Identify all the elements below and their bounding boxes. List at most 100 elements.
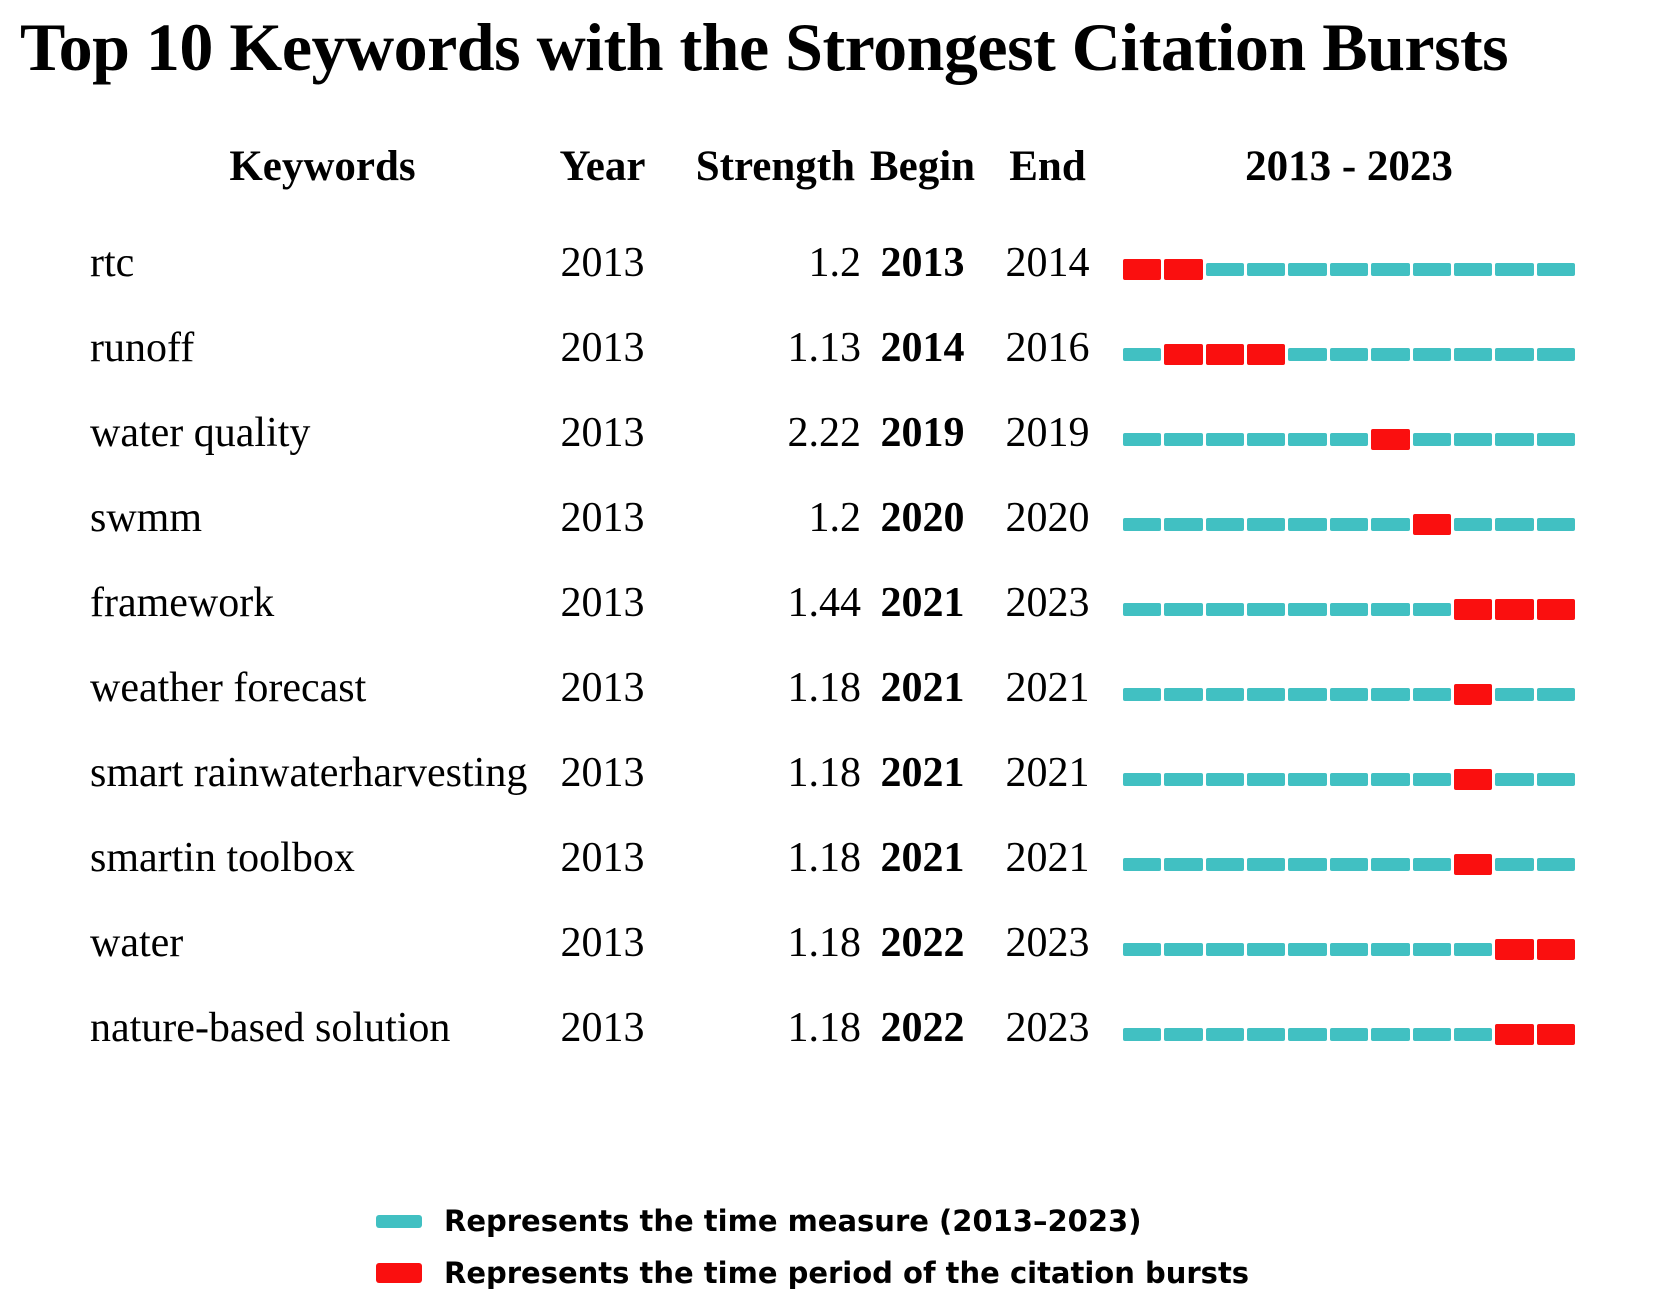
burst-segment [1536, 599, 1575, 620]
timeline-segment [1123, 603, 1162, 616]
timeline-segment [1495, 518, 1534, 531]
keyword-cell: framework [90, 579, 275, 626]
timeline-segment [1329, 773, 1369, 786]
year-cell: 2013 [560, 749, 645, 796]
timeline-cell [1115, 422, 1575, 450]
year-cell: 2013 [560, 834, 645, 881]
timeline-segment [1288, 263, 1327, 276]
timeline-segment [1288, 603, 1327, 616]
measure-dash-icon [376, 1214, 422, 1228]
burst-segment [1412, 514, 1451, 535]
timeline-segment [1123, 433, 1162, 446]
begin-cell: 2021 [880, 834, 965, 881]
column-header-begin: Begin [869, 142, 976, 190]
table-header-row: Keywords Year Strength Begin End 2013 - … [90, 140, 1575, 192]
legend-label-burst: Represents the time period of the citati… [444, 1256, 1250, 1290]
timeline-segment [1453, 263, 1493, 276]
timeline-segment [1495, 263, 1534, 276]
keyword-cell: swmm [90, 494, 203, 541]
timeline-segment [1123, 858, 1162, 871]
burst-segment [1164, 259, 1203, 280]
strength-cell: 1.18 [787, 1004, 862, 1051]
timeline-segment [1247, 858, 1286, 871]
table-row: smartin toolbox 2013 1.18 2021 2021 [90, 815, 1575, 900]
timeline-segment [1453, 1028, 1493, 1041]
burst-segment [1453, 854, 1493, 875]
strength-cell: 1.44 [787, 579, 862, 626]
burst-segment [1247, 344, 1286, 365]
column-header-strength: Strength [695, 142, 855, 190]
timeline-segment [1247, 263, 1286, 276]
timeline-segment [1329, 603, 1369, 616]
timeline-segment [1495, 688, 1534, 701]
timeline-segment [1164, 858, 1203, 871]
timeline-segment [1205, 433, 1245, 446]
end-cell: 2014 [1005, 239, 1090, 286]
timeline-bar [1123, 599, 1575, 620]
timeline-segment [1205, 263, 1245, 276]
keyword-cell: runoff [90, 324, 195, 371]
timeline-segment [1329, 688, 1369, 701]
table-row: runoff 2013 1.13 2014 2016 [90, 305, 1575, 390]
timeline-segment [1371, 603, 1410, 616]
timeline-segment [1453, 433, 1493, 446]
timeline-segment [1536, 518, 1575, 531]
timeline-segment [1495, 858, 1534, 871]
timeline-segment [1453, 943, 1493, 956]
table-row: water quality 2013 2.22 2019 2019 [90, 390, 1575, 475]
begin-cell: 2021 [880, 749, 965, 796]
table-row: framework 2013 1.44 2021 2023 [90, 560, 1575, 645]
keyword-cell: smart rainwaterharvesting [90, 749, 528, 796]
timeline-segment [1536, 858, 1575, 871]
timeline-segment [1247, 688, 1286, 701]
timeline-segment [1412, 603, 1451, 616]
timeline-segment [1288, 858, 1327, 871]
timeline-segment [1329, 433, 1369, 446]
timeline-segment [1164, 603, 1203, 616]
keyword-cell: weather forecast [90, 664, 367, 711]
timeline-segment [1536, 773, 1575, 786]
timeline-segment [1205, 518, 1245, 531]
timeline-segment [1164, 943, 1203, 956]
timeline-bar [1123, 344, 1575, 365]
timeline-segment [1536, 688, 1575, 701]
strength-cell: 1.2 [808, 494, 862, 541]
timeline-segment [1247, 1028, 1286, 1041]
end-cell: 2020 [1005, 494, 1090, 541]
end-cell: 2023 [1005, 579, 1090, 626]
end-cell: 2023 [1005, 1004, 1090, 1051]
timeline-segment [1123, 943, 1162, 956]
year-cell: 2013 [560, 324, 645, 371]
timeline-segment [1412, 433, 1451, 446]
timeline-segment [1164, 518, 1203, 531]
year-cell: 2013 [560, 919, 645, 966]
timeline-bar [1123, 684, 1575, 705]
timeline-bar [1123, 514, 1575, 535]
timeline-segment [1329, 518, 1369, 531]
timeline-segment [1164, 773, 1203, 786]
keyword-cell: nature-based solution [90, 1004, 451, 1051]
burst-segment [1453, 599, 1493, 620]
timeline-segment [1536, 348, 1575, 361]
begin-cell: 2021 [880, 664, 965, 711]
year-cell: 2013 [560, 239, 645, 286]
timeline-segment [1288, 348, 1327, 361]
year-cell: 2013 [560, 494, 645, 541]
strength-cell: 1.18 [787, 664, 862, 711]
column-header-end: End [1009, 142, 1086, 190]
timeline-segment [1123, 348, 1162, 361]
timeline-segment [1288, 943, 1327, 956]
timeline-segment [1329, 943, 1369, 956]
timeline-segment [1453, 518, 1493, 531]
timeline-bar [1123, 769, 1575, 790]
timeline-segment [1205, 1028, 1245, 1041]
timeline-segment [1205, 858, 1245, 871]
burst-segment [1453, 684, 1493, 705]
strength-cell: 1.13 [787, 324, 862, 371]
timeline-cell [1115, 337, 1575, 365]
keyword-cell: water [90, 919, 184, 966]
legend-item-measure: Represents the time measure (2013–2023) [376, 1195, 1249, 1247]
timeline-bar [1123, 854, 1575, 875]
timeline-segment [1123, 688, 1162, 701]
timeline-cell [1115, 677, 1575, 705]
